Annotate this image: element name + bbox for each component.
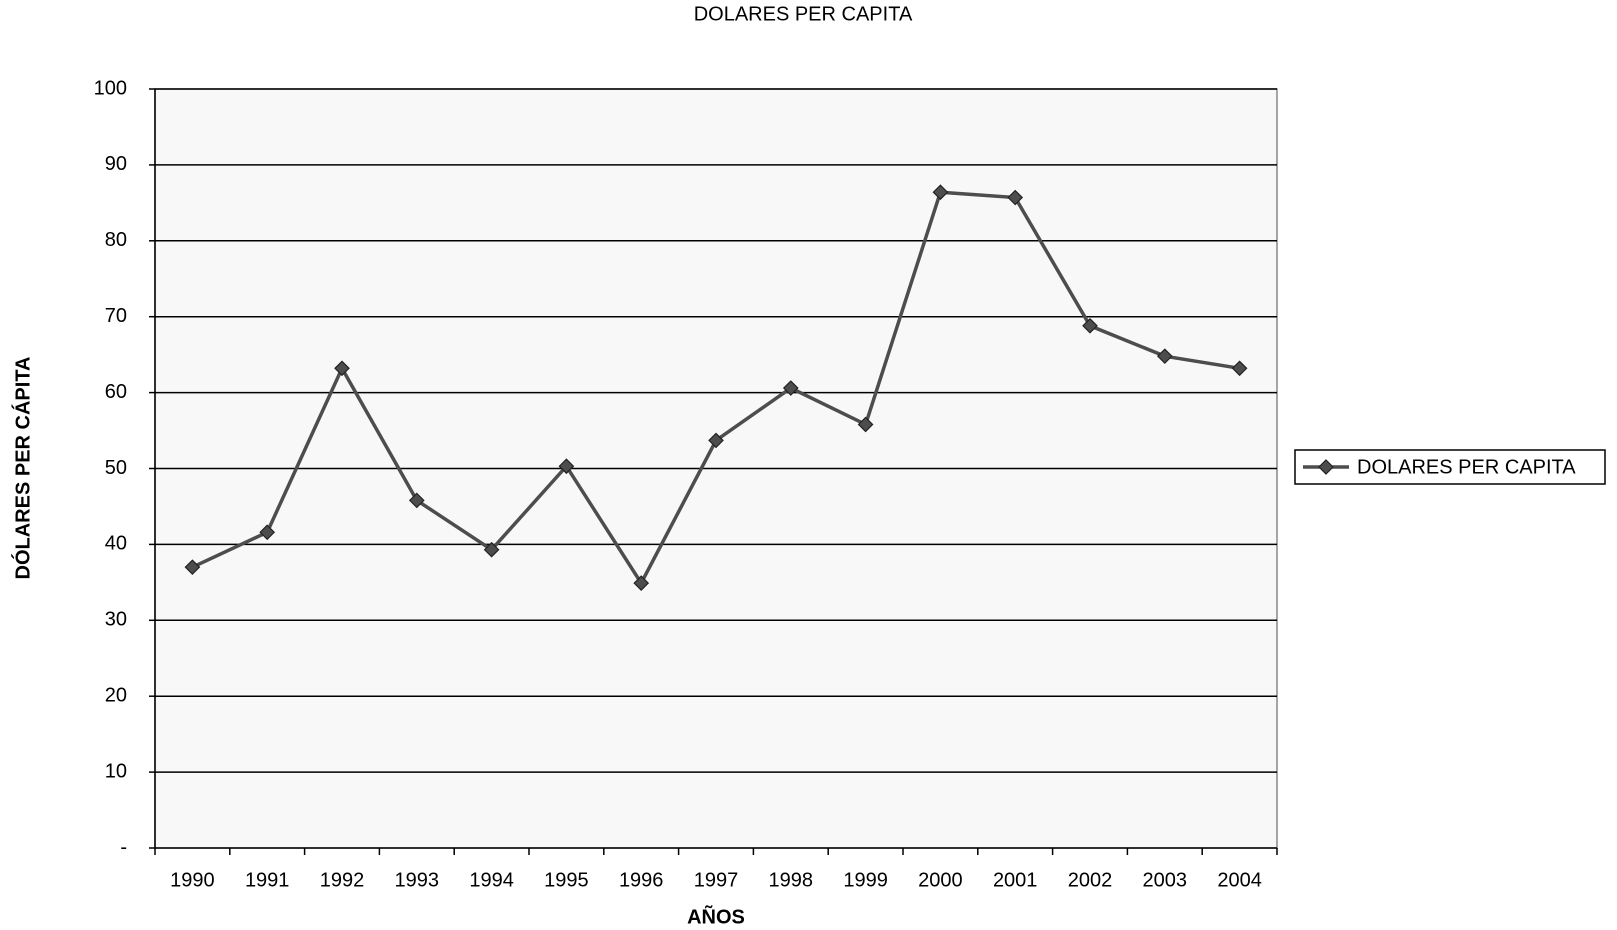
marker: [334, 360, 350, 377]
x-tick-label: 1994: [469, 869, 514, 891]
x-tick-label: 2004: [1217, 869, 1262, 891]
marker: [857, 416, 874, 433]
y-tick-label: 50: [105, 457, 127, 479]
marker: [483, 541, 500, 558]
legend-label: DOLARES PER CAPITA: [1357, 456, 1576, 478]
x-tick-label: 1995: [544, 869, 589, 891]
y-tick-label: 10: [105, 760, 127, 782]
y-tick-label: 70: [105, 305, 127, 327]
y-tick-label: -: [120, 836, 127, 858]
x-tick-label: 2003: [1143, 869, 1188, 891]
marker: [259, 524, 276, 541]
marker: [633, 575, 650, 591]
y-tick-label: 60: [105, 381, 127, 403]
marker: [1156, 348, 1173, 365]
marker: [782, 380, 799, 396]
x-tick-label: 1998: [769, 869, 814, 891]
y-tick-label: 80: [105, 229, 127, 251]
x-tick-label: 1996: [619, 869, 664, 891]
marker: [558, 458, 575, 475]
marker: [1007, 189, 1024, 206]
chart-title: DOLARES PER CAPITA: [694, 3, 913, 25]
y-tick-label: 90: [105, 153, 127, 175]
x-tick-label: 2002: [1068, 869, 1113, 891]
y-tick-label: 20: [105, 684, 127, 706]
x-tick-label: 1997: [694, 869, 739, 891]
marker: [184, 559, 201, 576]
x-tick-label: 1993: [395, 869, 440, 891]
y-tick-label: 100: [94, 77, 127, 99]
x-tick-label: 1999: [843, 869, 888, 891]
x-tick-label: 1991: [245, 869, 290, 891]
x-axis-label: AÑOS: [687, 905, 745, 928]
marker: [932, 184, 949, 201]
y-tick-label: 40: [105, 533, 127, 555]
x-tick-label: 1992: [320, 869, 365, 891]
marker: [708, 432, 724, 449]
y-axis-label: DÓLARES PER CÁPITA: [10, 357, 34, 580]
x-tick-label: 2000: [918, 869, 963, 891]
x-tick-label: 2001: [993, 869, 1038, 891]
x-tick-label: 1990: [170, 869, 215, 891]
marker: [1231, 360, 1248, 377]
marker: [408, 492, 425, 509]
legend-marker: [1318, 459, 1334, 475]
y-tick-label: 30: [105, 609, 127, 631]
marker: [1082, 317, 1098, 334]
